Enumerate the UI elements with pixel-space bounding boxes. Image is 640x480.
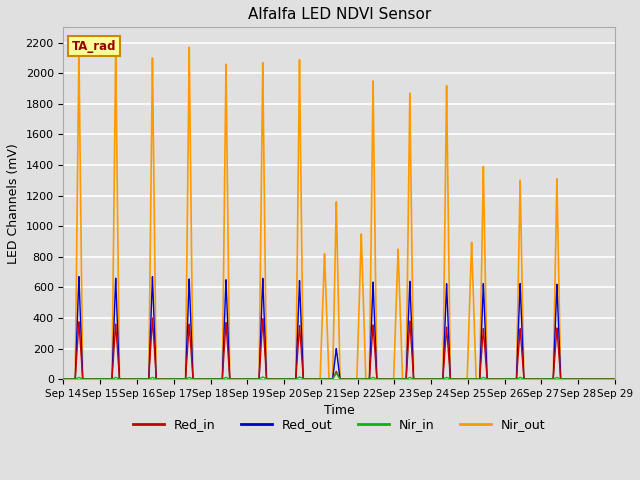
Nir_in (110, 375, 118, 381)
Nir_in (195, 376, 202, 382)
Legend: Red_in, Red_out, Nir_in, Nir_out: Red_in, Red_out, Nir_in, Nir_out (128, 413, 550, 436)
Red_out (67, 376, 74, 382)
Title: Alfalfa LED NDVI Sensor: Alfalfa LED NDVI Sensor (248, 7, 431, 22)
Nir_out (198, 376, 206, 382)
Line: Red_in: Red_in (63, 318, 615, 379)
Red_in (67, 376, 74, 382)
Nir_in (586, 376, 593, 382)
Red_out (110, 332, 118, 337)
Red_in (198, 376, 206, 382)
Nir_out (186, 45, 193, 50)
Red_in (586, 376, 593, 382)
Nir_out (195, 376, 202, 382)
Line: Red_out: Red_out (63, 276, 615, 379)
Nir_in (332, 370, 340, 376)
Nir_out (230, 376, 238, 382)
Nir_out (67, 376, 74, 382)
Red_out (586, 376, 593, 382)
Nir_out (60, 376, 67, 382)
Red_out (75, 274, 83, 279)
Line: Nir_in: Nir_in (63, 373, 615, 379)
Nir_in (67, 376, 74, 382)
Red_out (198, 376, 206, 382)
Red_in (60, 376, 67, 382)
Red_in (195, 376, 202, 382)
X-axis label: Time: Time (324, 405, 355, 418)
Red_in (148, 315, 156, 321)
Y-axis label: LED Channels (mV): LED Channels (mV) (7, 143, 20, 264)
Nir_in (198, 376, 206, 382)
Line: Nir_out: Nir_out (63, 48, 615, 379)
Nir_out (586, 376, 593, 382)
Nir_out (110, 232, 118, 238)
Red_in (611, 376, 619, 382)
Nir_out (611, 376, 619, 382)
Nir_in (230, 376, 238, 382)
Text: TA_rad: TA_rad (72, 39, 116, 53)
Red_in (230, 376, 238, 382)
Red_out (60, 376, 67, 382)
Nir_in (611, 376, 619, 382)
Red_out (611, 376, 619, 382)
Nir_in (60, 376, 67, 382)
Red_out (230, 376, 238, 382)
Red_in (110, 352, 118, 358)
Red_out (195, 376, 202, 382)
